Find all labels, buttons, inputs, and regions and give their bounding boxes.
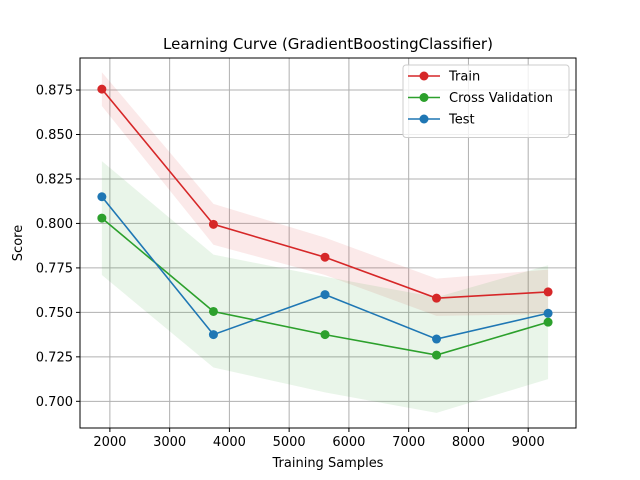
- cross-validation-band: [101, 161, 549, 413]
- cross-validation-point: [97, 213, 107, 223]
- cross-validation-point: [320, 330, 330, 340]
- x-tick-label: 8000: [452, 435, 485, 450]
- legend-train-marker: [419, 71, 429, 81]
- y-axis-label: Score: [11, 225, 26, 261]
- test-point: [432, 334, 442, 344]
- cross-validation-point: [208, 306, 218, 316]
- legend-train-label: Train: [448, 70, 480, 85]
- y-tick-label: 0.725: [36, 350, 73, 365]
- train-point: [543, 287, 553, 297]
- legend: Train Cross Validation Test: [402, 64, 570, 138]
- axis-ticks: 2000 3000 4000 5000 6000 7000 8000 9000 0.700 0.7…: [36, 84, 545, 450]
- x-tick-label: 7000: [392, 435, 425, 450]
- y-tick-label: 0.875: [36, 84, 73, 99]
- x-tick-label: 4000: [213, 435, 246, 450]
- y-tick-label: 0.700: [36, 395, 73, 410]
- x-axis-label: Training Samples: [272, 456, 384, 471]
- y-tick-label: 0.825: [36, 172, 73, 187]
- legend-cross-validation-label: Cross Validation: [449, 91, 553, 106]
- test-point: [97, 192, 107, 202]
- train-point: [320, 252, 330, 262]
- series-markers: [97, 84, 553, 360]
- legend-box: [402, 64, 570, 138]
- train-point: [208, 219, 218, 229]
- cross-validation-point: [432, 350, 442, 360]
- train-band: [101, 72, 549, 316]
- plot-frame: [79, 57, 577, 429]
- x-tick-label: 5000: [273, 435, 306, 450]
- y-tick-label: 0.775: [36, 261, 73, 276]
- legend-test-marker: [419, 114, 429, 124]
- x-tick-label: 9000: [512, 435, 545, 450]
- x-tick-label: 3000: [153, 435, 186, 450]
- train-point: [97, 84, 107, 94]
- confidence-bands: [101, 72, 549, 413]
- y-tick-label: 0.850: [36, 128, 73, 143]
- test-point: [208, 330, 218, 340]
- legend-cross-validation-marker: [419, 93, 429, 102]
- test-point: [320, 290, 330, 300]
- legend-test-label: Test: [448, 113, 475, 128]
- x-tick-label: 2000: [93, 435, 126, 450]
- cross-validation-point: [543, 317, 553, 327]
- test-point: [543, 308, 553, 318]
- chart-title: Learning Curve (GradientBoostingClassifi…: [163, 35, 493, 53]
- x-tick-label: 6000: [332, 435, 365, 450]
- y-tick-label: 0.750: [36, 306, 73, 321]
- y-tick-label: 0.800: [36, 217, 73, 232]
- train-point: [432, 293, 442, 303]
